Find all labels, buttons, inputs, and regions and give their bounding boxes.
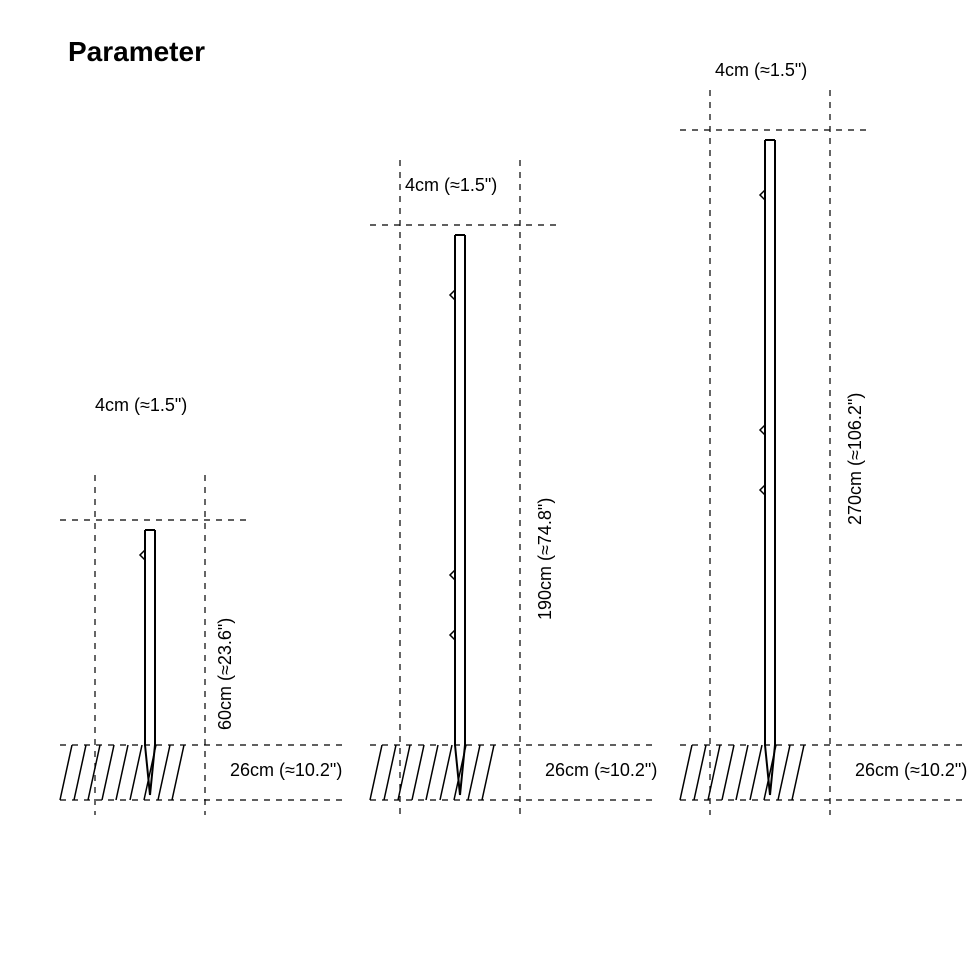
base-label-medium: 26cm (≈10.2") — [545, 760, 657, 781]
height-label-large: 270cm (≈106.2") — [845, 393, 866, 525]
base-label-large: 26cm (≈10.2") — [855, 760, 967, 781]
width-label-medium: 4cm (≈1.5") — [405, 175, 497, 196]
base-label-small: 26cm (≈10.2") — [230, 760, 342, 781]
height-label-small: 60cm (≈23.6") — [215, 618, 236, 730]
height-label-medium: 190cm (≈74.8") — [535, 498, 556, 620]
width-label-large: 4cm (≈1.5") — [715, 60, 807, 81]
width-label-small: 4cm (≈1.5") — [95, 395, 187, 416]
diagram-canvas — [0, 0, 980, 980]
